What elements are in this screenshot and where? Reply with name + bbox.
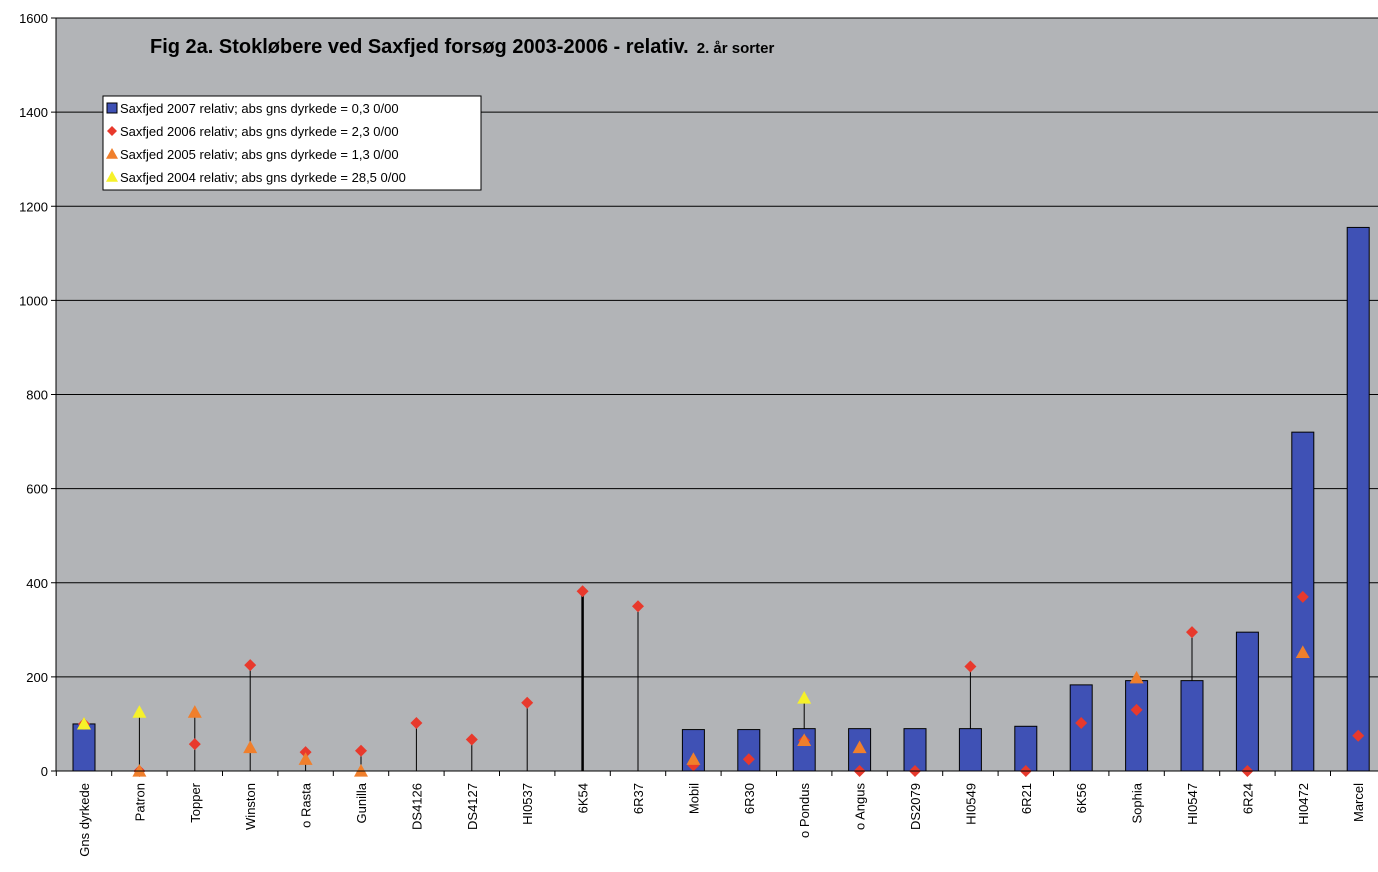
legend-swatch	[106, 102, 118, 114]
grid-layer	[56, 17, 1378, 678]
x-category-label: 6R24	[1240, 783, 1255, 814]
x-category-label: Gunilla	[354, 782, 369, 823]
legend-label: Saxfjed 2004 relativ; abs gns dyrkede = …	[120, 170, 406, 185]
point-triangle	[77, 716, 91, 730]
x-category-label: o Rasta	[299, 782, 314, 828]
bar	[958, 728, 982, 772]
x-category-label: Marcel	[1351, 783, 1366, 822]
point-triangle	[1295, 645, 1310, 659]
point-diamond	[107, 126, 117, 136]
legend-box	[102, 95, 482, 191]
x-category-label: 6R30	[742, 783, 757, 814]
point-triangle	[852, 740, 867, 754]
point-triangle	[243, 740, 258, 754]
y-tick-label: 800	[26, 388, 48, 403]
point-diamond	[1296, 590, 1309, 603]
x-category-label: HI0547	[1185, 783, 1200, 825]
y-tick-label: 1400	[19, 105, 48, 120]
point-diamond	[355, 744, 367, 757]
bar	[72, 723, 96, 772]
x-category-label: HI0549	[963, 783, 978, 825]
x-category-label: 6K54	[576, 783, 591, 813]
point-diamond	[244, 659, 257, 672]
y-tick-label: 0	[41, 764, 48, 779]
point-diamond	[742, 753, 755, 766]
point-diamond	[1130, 703, 1143, 716]
y-tick-label: 1000	[19, 293, 48, 308]
legend-label: Saxfjed 2005 relativ; abs gns dyrkede = …	[120, 147, 399, 162]
point-triangle	[187, 705, 202, 718]
bar	[1180, 680, 1204, 772]
x-category-label: Sophia	[1130, 782, 1145, 823]
x-axis-labels: Gns dyrkede Patron Topper Winston o Rasta Gun…	[55, 771, 1366, 857]
y-axis-ticks: 0 200 400 600 800 1000 1200 1400 1600	[19, 11, 56, 779]
point-diamond	[1352, 729, 1365, 742]
point-triangle	[106, 148, 118, 159]
x-category-label: o Angus	[853, 783, 868, 830]
point-diamond	[465, 733, 478, 746]
point-diamond	[576, 585, 589, 598]
point-diamond	[521, 696, 534, 709]
x-category-label: 6R37	[631, 783, 646, 814]
point-triangle	[298, 752, 313, 765]
point-triangle	[797, 733, 812, 747]
point-triangle	[797, 691, 812, 704]
point-diamond	[632, 600, 644, 613]
legend: Saxfjed 2007 relativ; abs gns dyrkede = …	[102, 95, 482, 191]
point-diamond	[188, 738, 201, 751]
chart-subtitle: 2. år sorter	[697, 40, 775, 57]
point-diamond	[1186, 626, 1198, 639]
point-triangle	[132, 764, 147, 777]
x-category-label: 6K56	[1074, 783, 1089, 813]
x-category-label: 6R21	[1019, 783, 1034, 814]
bar	[903, 728, 927, 772]
x-category-label: Patron	[132, 783, 147, 821]
x-category-label: o Pondus	[797, 783, 812, 838]
y-tick-label: 400	[26, 576, 48, 591]
markers-layer	[77, 585, 1365, 777]
y-tick-label: 600	[26, 482, 48, 497]
x-category-label: Mobil	[686, 783, 701, 814]
x-category-label: DS2079	[908, 783, 923, 830]
point-triangle	[1129, 670, 1144, 684]
legend-label: Saxfjed 2006 relativ; abs gns dyrkede = …	[120, 124, 399, 139]
x-category-label: DS4126	[409, 783, 424, 830]
x-category-label: HI0472	[1296, 783, 1311, 825]
y-tick-label: 1200	[19, 199, 48, 214]
x-category-label: Winston	[243, 783, 258, 830]
x-category-label: HI0537	[520, 783, 535, 825]
point-triangle	[354, 764, 368, 777]
x-category-label: DS4127	[465, 783, 480, 830]
point-triangle	[132, 705, 147, 718]
legend-label: Saxfjed 2007 relativ; abs gns dyrkede = …	[120, 101, 399, 116]
bar	[1125, 680, 1149, 772]
x-category-label: Gns dyrkede	[77, 783, 92, 857]
chart-title-main: Fig 2a. Stokløbere ved Saxfjed forsøg 20…	[150, 36, 689, 58]
point-triangle	[106, 171, 118, 182]
chart-title: Fig 2a. Stokløbere ved Saxfjed forsøg 20…	[150, 36, 774, 58]
point-diamond	[1075, 716, 1088, 729]
point-diamond	[964, 660, 977, 673]
bar	[1014, 725, 1038, 772]
y-tick-label: 1600	[19, 11, 48, 26]
bar	[1235, 631, 1259, 772]
point-diamond	[410, 716, 423, 729]
bar	[1346, 226, 1370, 772]
y-tick-label: 200	[26, 670, 48, 685]
x-category-label: Topper	[188, 782, 203, 822]
point-diamond	[299, 746, 312, 759]
point-triangle	[686, 752, 701, 765]
